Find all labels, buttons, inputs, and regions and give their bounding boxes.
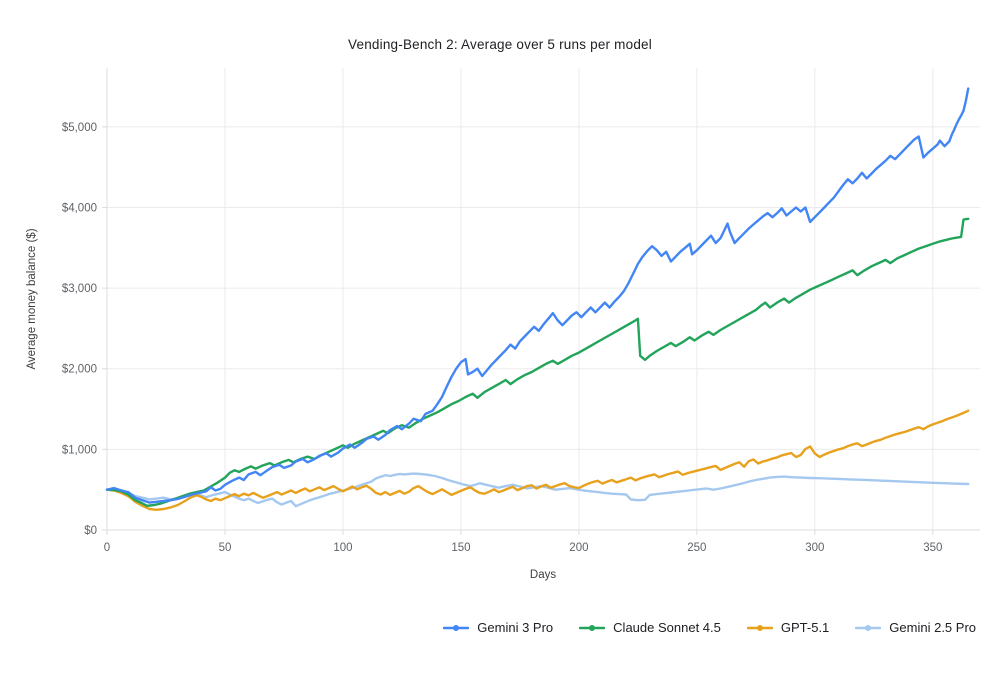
series-line-gemini-3-pro	[105, 87, 970, 504]
legend-line-marker-icon	[579, 624, 606, 631]
y-tick-label: $4,000	[62, 202, 97, 214]
legend-item: Gemini 2.5 Pro	[855, 620, 976, 635]
y-tick-label: $5,000	[62, 122, 97, 134]
y-tick-label: $3,000	[62, 283, 97, 295]
legend-item: GPT-5.1	[746, 620, 830, 635]
chart-legend: Gemini 3 Pro Claude Sonnet 4.5 GPT-5.1 G…	[443, 620, 976, 635]
x-tick-label: 250	[687, 542, 706, 554]
x-tick-label: 50	[219, 542, 232, 554]
y-axis-title: Average money balance ($)	[26, 228, 38, 370]
series-line-claude-sonnet-4.5	[105, 217, 970, 507]
x-tick-label: 150	[451, 542, 470, 554]
x-axis-title: Days	[529, 569, 557, 581]
y-tick-label: $0	[84, 525, 97, 537]
legend-item: Gemini 3 Pro	[443, 620, 553, 635]
x-tick-label: 0	[104, 542, 110, 554]
legend-item: Claude Sonnet 4.5	[579, 620, 721, 635]
x-tick-label: 300	[805, 542, 824, 554]
x-tick-label: 100	[333, 542, 352, 554]
series-line-gpt-5.1	[105, 409, 970, 511]
y-tick-label: $1,000	[62, 444, 97, 456]
legend-label: GPT-5.1	[780, 620, 830, 635]
x-tick-label: 350	[923, 542, 942, 554]
series-line-gemini-2.5-pro	[105, 472, 970, 508]
legend-line-marker-icon	[746, 624, 773, 631]
legend-label: Gemini 3 Pro	[477, 620, 554, 635]
legend-label: Gemini 2.5 Pro	[889, 620, 976, 635]
chart-title: Vending-Bench 2: Average over 5 runs per…	[348, 37, 652, 52]
y-tick-label: $2,000	[62, 364, 97, 376]
legend-line-marker-icon	[443, 624, 470, 631]
x-tick-label: 200	[569, 542, 588, 554]
legend-line-marker-icon	[855, 624, 882, 631]
legend-label: Claude Sonnet 4.5	[613, 620, 721, 635]
